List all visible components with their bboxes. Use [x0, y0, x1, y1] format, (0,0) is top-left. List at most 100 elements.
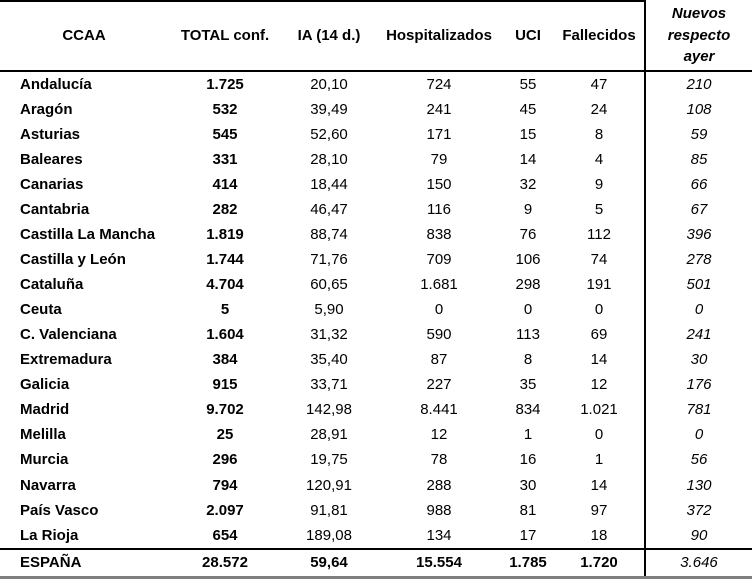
cell-ccaa: Aragón: [20, 100, 73, 118]
cell-nuevos-respecto-ayer: 130: [644, 472, 752, 498]
cell-fallecidos: 5: [594, 201, 604, 218]
cell-ccaa: Baleares: [20, 150, 83, 168]
cell-nuevos-respecto-ayer: 210: [644, 71, 752, 98]
cell-espana-nuevos-respecto-ayer: 3.646: [644, 548, 752, 579]
cell-total-conf: 1.819: [206, 226, 244, 244]
cell-ia-14d: 5,90: [314, 301, 344, 319]
column-header-hospitalizados: Hospitalizados: [376, 0, 502, 72]
cell-total-conf: 331: [212, 150, 238, 168]
table-row: Murcia 296 19,75 78 16 1 56: [0, 447, 752, 473]
table-row: La Rioja 654 189,08 134 17 18 90: [0, 522, 752, 549]
cell-ia-14d: 52,60: [310, 125, 348, 143]
cell-ccaa: Castilla y León: [20, 251, 126, 269]
cell-uci: 8: [523, 351, 533, 369]
cell-hospitalizados: 12: [430, 426, 448, 444]
cell-nuevos-respecto-ayer: 0: [644, 422, 752, 448]
cell-uci: 298: [515, 276, 541, 294]
cell-uci: 32: [519, 175, 537, 193]
cell-uci: 106: [515, 251, 541, 269]
cell-ia-14d: 28,91: [310, 426, 348, 444]
cell-total-conf: 384: [212, 351, 238, 369]
cell-ia-14d: 19,75: [310, 451, 348, 469]
cell-fallecidos: 14: [590, 351, 608, 369]
cell-nuevos-respecto-ayer: 0: [644, 297, 752, 323]
cell-espana-ia-14d: 59,64: [282, 548, 376, 579]
cell-uci: 55: [519, 75, 537, 93]
cell-fallecidos: 18: [590, 526, 608, 544]
cell-hospitalizados: 1.681: [420, 276, 458, 294]
column-header-fallecidos: Fallecidos: [554, 0, 645, 72]
cell-fallecidos: 0: [594, 426, 604, 444]
cell-nuevos-respecto-ayer: 85: [644, 147, 752, 173]
cell-ccaa: Castilla La Mancha: [20, 226, 156, 244]
cell-uci: 30: [519, 476, 537, 494]
cell-nuevos-respecto-ayer: 278: [644, 247, 752, 273]
table-row: Ceuta 5 5,90 0 0 0 0: [0, 297, 752, 323]
cell-hospitalizados: 78: [430, 451, 448, 469]
table-footer: ESPAÑA 28.572 59,64 15.554 1.785 1.720 3…: [0, 548, 752, 579]
cell-hospitalizados: 590: [426, 326, 452, 344]
cell-nuevos-respecto-ayer: 176: [644, 372, 752, 398]
cell-fallecidos: 191: [586, 276, 612, 294]
header-row: CCAA TOTAL conf. IA (14 d.) Hospitalizad…: [0, 0, 752, 72]
cell-ccaa: La Rioja: [20, 526, 79, 544]
cell-total-conf: 9.702: [206, 401, 244, 419]
cell-nuevos-respecto-ayer: 781: [644, 397, 752, 423]
cell-nuevos-respecto-ayer: 372: [644, 497, 752, 523]
table-row: País Vasco 2.097 91,81 988 81 97 372: [0, 497, 752, 523]
cell-ccaa: Canarias: [20, 175, 84, 193]
cell-ccaa: Ceuta: [20, 301, 62, 319]
table-row: Aragón 532 39,49 241 45 24 108: [0, 97, 752, 123]
cell-nuevos-respecto-ayer: 67: [644, 197, 752, 223]
cell-nuevos-respecto-ayer: 59: [644, 122, 752, 148]
table-row: Baleares 331 28,10 79 14 4 85: [0, 147, 752, 173]
cell-hospitalizados: 0: [434, 301, 444, 319]
cell-ia-14d: 88,74: [310, 226, 348, 244]
cell-hospitalizados: 116: [427, 201, 451, 218]
cell-ccaa: Extremadura: [20, 351, 112, 369]
cell-total-conf: 282: [212, 201, 238, 218]
cell-ia-14d: 46,47: [310, 201, 348, 218]
cell-ccaa: Cataluña: [20, 276, 84, 294]
cell-ccaa: C. Valenciana: [20, 326, 117, 344]
cell-total-conf: 1.725: [206, 75, 244, 93]
cell-total-conf: 1.744: [206, 251, 244, 269]
cell-ccaa: Asturias: [20, 125, 81, 143]
cell-ccaa: Cantabria: [20, 201, 90, 218]
cell-hospitalizados: 709: [426, 251, 452, 269]
cell-hospitalizados: 227: [426, 376, 452, 394]
cell-total-conf: 794: [212, 476, 238, 494]
cell-nuevos-respecto-ayer: 241: [644, 322, 752, 348]
cell-hospitalizados: 134: [426, 526, 452, 544]
cell-total-conf: 25: [216, 426, 234, 444]
cell-fallecidos: 1: [594, 451, 604, 469]
cell-ccaa: Navarra: [20, 476, 76, 494]
cell-ccaa: Melilla: [20, 426, 66, 444]
cell-fallecidos: 0: [594, 301, 604, 319]
table-row: Castilla y León 1.744 71,76 709 106 74 2…: [0, 247, 752, 273]
cell-ia-14d: 35,40: [310, 351, 348, 369]
column-header-nuevos-respecto-ayer: Nuevos respecto ayer: [644, 1, 752, 72]
cell-ia-14d: 39,49: [310, 100, 348, 118]
cell-hospitalizados: 241: [426, 100, 452, 118]
table-body: Andalucía 1.725 20,10 724 55 47 210 Arag…: [0, 71, 752, 549]
cell-uci: 113: [516, 326, 540, 344]
cell-nuevos-respecto-ayer: 396: [644, 222, 752, 248]
cell-ia-14d: 60,65: [310, 276, 348, 294]
cell-fallecidos: 74: [590, 251, 608, 269]
table-row: Andalucía 1.725 20,10 724 55 47 210: [0, 71, 752, 98]
cell-fallecidos: 9: [594, 175, 604, 193]
cell-uci: 834: [515, 401, 541, 419]
cell-fallecidos: 112: [587, 226, 611, 244]
cell-uci: 9: [523, 201, 533, 218]
cell-fallecidos: 69: [590, 326, 608, 344]
column-header-ccaa: CCAA: [0, 0, 168, 72]
table-row: Cantabria 282 46,47 116 9 5 67: [0, 197, 752, 223]
cell-total-conf: 1.604: [206, 326, 244, 344]
cell-nuevos-respecto-ayer: 30: [644, 347, 752, 373]
cell-ia-14d: 142,98: [306, 401, 352, 419]
cell-uci: 1: [523, 426, 533, 444]
cell-fallecidos: 8: [594, 125, 604, 143]
table-row: Castilla La Mancha 1.819 88,74 838 76 11…: [0, 222, 752, 248]
